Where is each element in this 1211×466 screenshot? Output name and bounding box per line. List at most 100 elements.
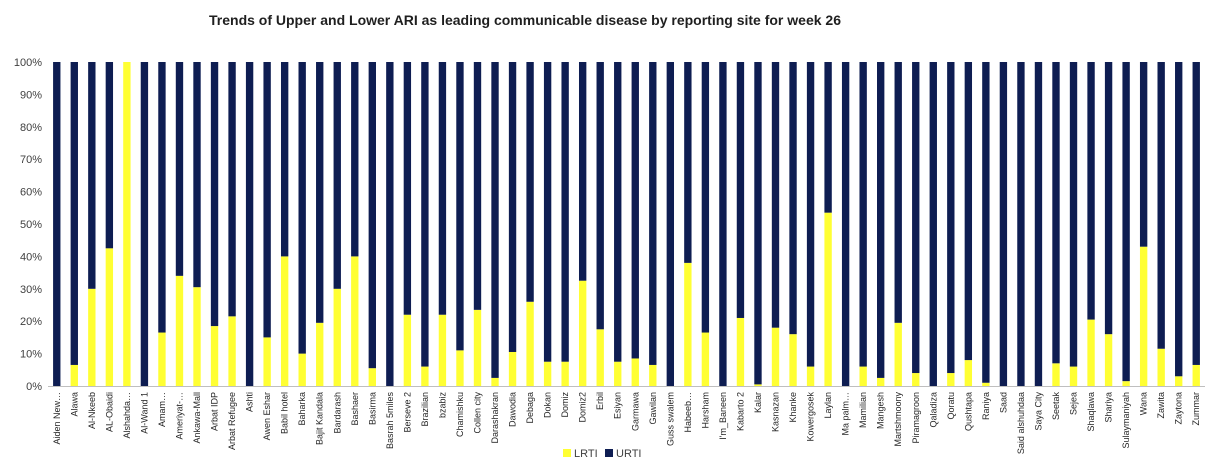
bar-segment-urti [228,62,236,317]
bar-segment-lrti [403,314,412,386]
x-tick-label: Said alshuhdaa [1016,392,1026,454]
bar-segment-urti [877,62,885,378]
x-tick-label: Sejea [1069,392,1079,415]
bar-segment-lrti [351,256,359,386]
x-tick-label: Darashakran [490,392,500,444]
bar-segment-lrti [859,366,867,386]
bar-segment-lrti [596,329,604,386]
y-tick-label: 60% [20,187,42,199]
bar-segment-lrti [771,327,780,386]
bar-segment-urti [719,62,727,386]
bar-segment-lrti [1157,348,1165,386]
bar-segment-urti [508,62,517,352]
x-tick-label: Zaytona [1174,392,1184,425]
x-tick-label: Esiyan [613,392,623,419]
bar-segment-lrti [1122,381,1130,386]
bar-segment-lrti [368,368,376,386]
bar-segment-urti [859,62,867,367]
x-tick-label: Berseve 2 [402,392,412,433]
x-tick-label: Basrah 5miles [385,392,395,450]
x-tick-label: Awen Eshar [262,392,272,440]
bar-segment-lrti [684,262,692,386]
y-tick-label: 80% [20,122,42,134]
x-tick-label: Dawodia [508,392,518,427]
x-tick-label: Qaladiza [928,392,938,428]
bar-segment-urti [526,62,534,302]
x-tick-label: Qushtapa [963,392,973,431]
x-tick-label: Debaga [525,392,535,424]
legend-label-urti: URTI [616,448,641,460]
bar-segment-lrti [631,358,639,386]
x-tick-label: Ameriyat-… [174,392,184,440]
x-tick-label: Saya City [1033,392,1043,431]
bar-segment-urti [333,62,341,289]
bar-segment-lrti [1175,376,1183,386]
legend-swatch-urti [605,449,613,457]
bar-segment-lrti [947,373,955,386]
bar-segment-lrti [561,361,569,386]
bar-segment-urti [1069,62,1078,367]
bar-segment-urti [491,62,499,378]
x-tick-label: Shaqlawa [1086,392,1096,432]
x-tick-label: Harsham [700,392,710,429]
x-tick-label: Gawilan [648,392,658,425]
bar-segment-urti [754,62,762,385]
bar-segment-urti [1157,62,1165,349]
bar-segment-urti [666,62,675,386]
x-tick-label: Bajit Kandala [315,392,325,445]
bar-segment-urti [1175,62,1183,377]
x-tick-label: Khanke [788,392,798,423]
x-tick-label: bzabiz [437,392,447,419]
bar-segment-urti [614,62,622,362]
x-tick-label: Zummar [1191,392,1201,426]
bar-segment-urti [70,62,78,365]
x-tick-label: Bashaer [350,392,360,426]
x-tick-label: Kalar [753,392,763,413]
bar-segment-urti [631,62,639,359]
bar-segment-lrti [438,314,447,386]
bar-segment-lrti [578,280,587,386]
bar-segment-lrti [736,317,745,386]
bar-segment-lrti [210,326,219,386]
x-tick-label: Chamishku [455,392,465,437]
x-tick-label: Garmawa [630,392,640,431]
x-tick-label: Seetak [1051,392,1061,421]
bar-segment-lrti [754,384,762,386]
x-tick-label: Shariya [1104,392,1114,423]
x-tick-label: Piramagroon [911,392,921,444]
bar-segment-lrti [1104,334,1113,386]
bar-segment-urti [105,62,114,249]
bar-segment-urti [684,62,692,263]
bar-segment-urti [140,62,149,386]
x-tick-label: Collen city [472,392,482,434]
bar-segment-urti [701,62,710,333]
bar-segment-lrti [421,366,429,386]
y-tick-label: 0% [26,381,42,393]
bar-segment-lrti [877,377,885,386]
bar-segment-urti [1122,62,1130,382]
x-tick-label: Babil hotel [280,392,290,434]
x-tick-label: Guss swalem [665,392,675,446]
bar-segment-lrti [824,212,832,386]
x-tick-label: Arbat Refugee [227,392,237,450]
bar-segment-lrti [298,353,306,386]
bar-segment-lrti [526,301,534,386]
bar-segment-urti [841,62,850,386]
x-tick-label: Mamilian [858,392,868,428]
x-tick-label: Brazilian [420,392,430,427]
bar-segment-urti [421,62,429,367]
x-tick-label: Arbat IDP [210,392,220,431]
x-tick-label: Dokan [543,392,553,418]
bar-segment-urti [1139,62,1148,247]
bar-segment-urti [193,62,201,288]
bar-segment-lrti [1087,319,1095,386]
y-tick-label: 100% [14,57,42,69]
bar-segment-lrti [280,256,289,386]
y-tick-label: 20% [20,316,42,328]
bar-segment-urti [298,62,306,354]
x-tick-label: Kabarto 2 [735,392,745,431]
bar-segment-lrti [88,288,96,386]
bar-segment-lrti [806,366,815,386]
bar-segment-urti [596,62,604,330]
bar-segment-urti [771,62,780,328]
